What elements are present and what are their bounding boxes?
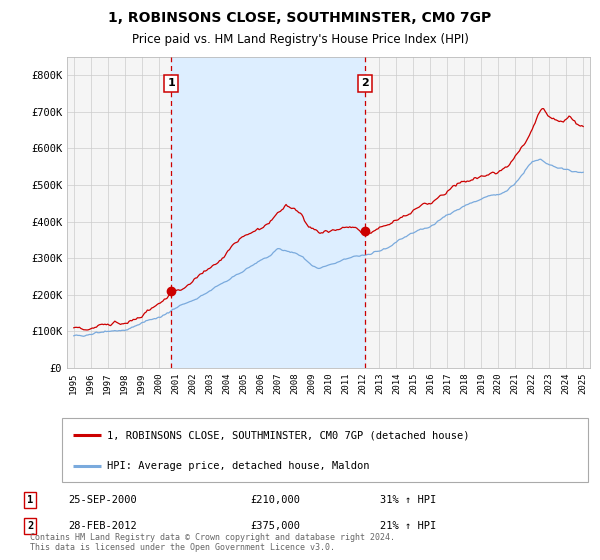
Bar: [171, 57, 365, 368]
Text: £210,000: £210,000: [250, 495, 300, 505]
Text: 21% ↑ HPI: 21% ↑ HPI: [380, 521, 436, 531]
Text: 2: 2: [27, 521, 33, 531]
Text: 1, ROBINSONS CLOSE, SOUTHMINSTER, CM0 7GP: 1, ROBINSONS CLOSE, SOUTHMINSTER, CM0 7G…: [109, 11, 491, 25]
Text: 31% ↑ HPI: 31% ↑ HPI: [380, 495, 436, 505]
Text: 25-SEP-2000: 25-SEP-2000: [68, 495, 137, 505]
Text: £375,000: £375,000: [250, 521, 300, 531]
FancyBboxPatch shape: [62, 418, 588, 482]
Text: 2: 2: [361, 78, 369, 88]
Text: 1: 1: [27, 495, 33, 505]
Text: Contains HM Land Registry data © Crown copyright and database right 2024.
This d: Contains HM Land Registry data © Crown c…: [30, 533, 395, 552]
Text: Price paid vs. HM Land Registry's House Price Index (HPI): Price paid vs. HM Land Registry's House …: [131, 34, 469, 46]
Text: HPI: Average price, detached house, Maldon: HPI: Average price, detached house, Mald…: [107, 461, 369, 471]
Text: 28-FEB-2012: 28-FEB-2012: [68, 521, 137, 531]
Text: 1: 1: [167, 78, 175, 88]
Text: 1, ROBINSONS CLOSE, SOUTHMINSTER, CM0 7GP (detached house): 1, ROBINSONS CLOSE, SOUTHMINSTER, CM0 7G…: [107, 430, 469, 440]
